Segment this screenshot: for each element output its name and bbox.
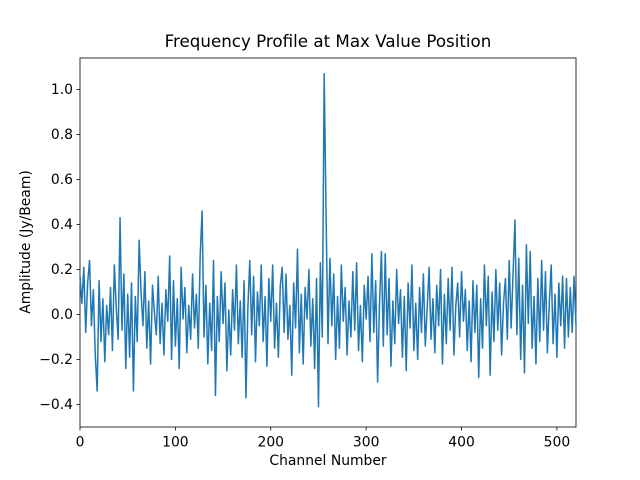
axes-box xyxy=(79,57,577,428)
x-tick-label: 500 xyxy=(544,435,571,451)
y-tick-label: 1.0 xyxy=(51,82,73,98)
y-tick-label: 0.2 xyxy=(51,262,73,278)
y-tick-labels: −0.4 −0.2 0.0 0.2 0.4 0.6 0.8 1.0 xyxy=(39,82,80,413)
chart-title: Frequency Profile at Max Value Position xyxy=(165,31,492,51)
y-axis-label: Amplitude (Jy/Beam) xyxy=(18,170,34,314)
y-tick-label: 0.6 xyxy=(51,172,73,188)
x-tick-labels: 0 100 200 300 400 500 xyxy=(76,427,571,451)
y-tick-label: 0.8 xyxy=(51,127,73,143)
x-tick-label: 100 xyxy=(162,435,189,451)
x-tick-label: 300 xyxy=(353,435,380,451)
x-tick-label: 400 xyxy=(448,435,475,451)
y-tick-label: −0.4 xyxy=(39,397,73,413)
x-axis-label: Channel Number xyxy=(269,453,387,469)
data-line xyxy=(79,73,577,408)
x-tick-label: 0 xyxy=(76,435,85,451)
y-tick-label: 0.0 xyxy=(51,307,73,323)
y-tick-label: 0.4 xyxy=(51,217,73,233)
y-tick-label: −0.2 xyxy=(39,352,73,368)
x-tick-label: 200 xyxy=(258,435,285,451)
